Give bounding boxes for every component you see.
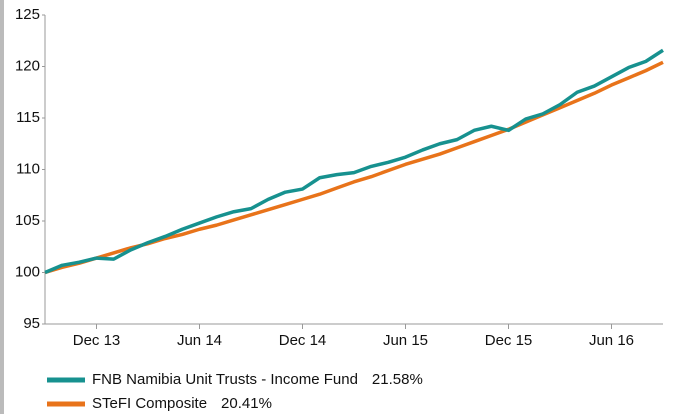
legend-return: 21.58% xyxy=(372,371,423,388)
x-tick-label: Jun 16 xyxy=(589,332,634,349)
x-tick-label: Dec 14 xyxy=(279,332,327,349)
x-tick-label: Dec 13 xyxy=(73,332,121,349)
legend-label: STeFI Composite xyxy=(92,395,207,412)
x-tick-label: Jun 15 xyxy=(383,332,428,349)
y-tick-label: 110 xyxy=(16,160,40,177)
x-tick-label: Dec 15 xyxy=(485,332,533,349)
y-tick-label: 125 xyxy=(15,6,40,23)
y-tick-label: 120 xyxy=(15,57,40,74)
y-tick-label: 115 xyxy=(16,109,40,126)
y-tick-label: 105 xyxy=(15,212,40,229)
y-tick-label: 95 xyxy=(23,315,40,332)
left-border xyxy=(0,0,4,414)
legend-label: FNB Namibia Unit Trusts - Income Fund xyxy=(92,371,358,388)
series-line xyxy=(44,48,664,275)
legend-return: 20.41% xyxy=(221,395,272,412)
series-line xyxy=(44,60,664,275)
y-tick-label: 100 xyxy=(15,263,40,280)
x-tick-label: Jun 14 xyxy=(177,332,222,349)
